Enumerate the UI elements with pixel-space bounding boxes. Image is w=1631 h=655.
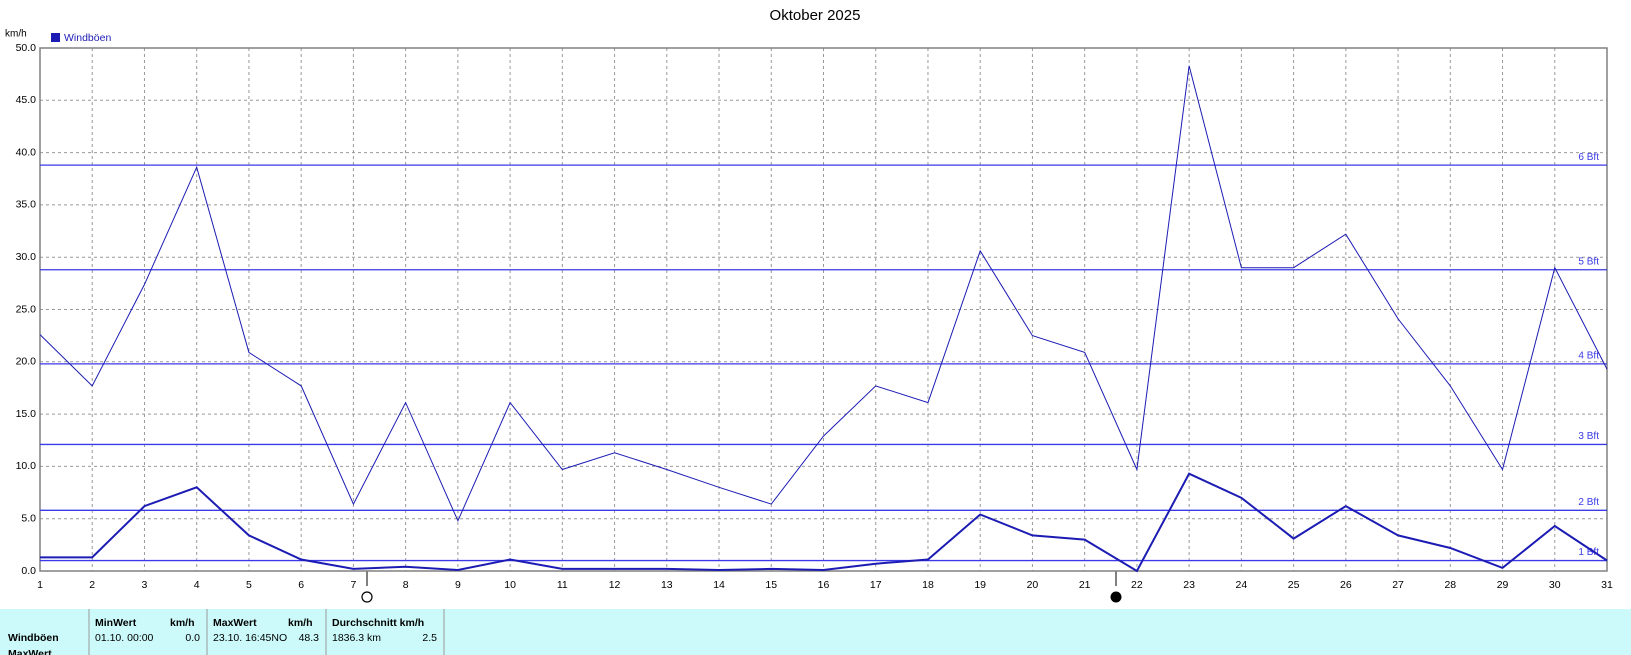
beaufort-label: 3 Bft	[1578, 431, 1599, 442]
table-cell: 01.10. 00:00	[95, 632, 154, 644]
y-tick-label: 10.0	[16, 460, 37, 472]
table-header: MaxWert	[213, 617, 257, 629]
table-cell: 0.0	[185, 632, 200, 644]
y-tick-label: 0.0	[21, 565, 36, 577]
x-tick-label: 15	[765, 579, 777, 591]
x-tick-label: 16	[818, 579, 830, 591]
table-header: MinWert	[95, 617, 137, 629]
x-tick-label: 5	[246, 579, 252, 591]
table-header: km/h	[170, 617, 195, 629]
x-tick-label: 20	[1027, 579, 1039, 591]
table-cell: 48.3	[299, 632, 320, 644]
y-tick-label: 50.0	[16, 42, 37, 54]
table-cell: 1836.3 km	[332, 632, 381, 644]
x-tick-label: 27	[1392, 579, 1404, 591]
beaufort-label: 2 Bft	[1578, 497, 1599, 508]
x-tick-label: 21	[1079, 579, 1091, 591]
series-line	[40, 472, 1608, 573]
table-cell: 2.5	[422, 632, 437, 644]
x-tick-label: 18	[922, 579, 934, 591]
legend-swatch	[51, 33, 60, 42]
x-tick-label: 29	[1497, 579, 1509, 591]
beaufort-label: 1 Bft	[1578, 547, 1599, 558]
x-tick-label: 3	[142, 579, 148, 591]
x-tick-label: 1	[37, 579, 43, 591]
table-row-label: Windböen	[8, 632, 59, 644]
y-tick-label: 15.0	[16, 408, 37, 420]
x-tick-label: 4	[194, 579, 200, 591]
beaufort-label: 5 Bft	[1578, 256, 1599, 267]
x-tick-label: 14	[713, 579, 725, 591]
x-tick-label: 24	[1236, 579, 1248, 591]
x-tick-label: 26	[1340, 579, 1352, 591]
table-row-label: MaxWert	[8, 648, 52, 655]
y-axis-label: km/h	[5, 29, 27, 40]
y-tick-label: 35.0	[16, 199, 37, 211]
x-tick-label: 12	[609, 579, 621, 591]
x-tick-label: 6	[298, 579, 304, 591]
y-tick-label: 40.0	[16, 146, 37, 158]
x-tick-label: 11	[557, 579, 568, 591]
x-tick-label: 9	[455, 579, 461, 591]
x-tick-label: 30	[1549, 579, 1561, 591]
x-tick-label: 25	[1288, 579, 1300, 591]
beaufort-label: 6 Bft	[1578, 152, 1599, 163]
y-tick-label: 5.0	[21, 512, 36, 524]
x-tick-label: 23	[1183, 579, 1195, 591]
table-background	[0, 609, 1631, 655]
x-tick-label: 22	[1131, 579, 1143, 591]
beaufort-label: 4 Bft	[1578, 351, 1599, 362]
table-cell: 23.10. 16:45NO	[213, 632, 287, 644]
y-tick-label: 45.0	[16, 94, 37, 106]
x-tick-label: 7	[350, 579, 356, 591]
y-tick-label: 20.0	[16, 356, 37, 368]
chart-title: Oktober 2025	[770, 7, 861, 24]
table-header: km/h	[288, 617, 313, 629]
x-tick-label: 31	[1601, 579, 1613, 591]
new-moon-icon	[1110, 591, 1122, 603]
y-tick-label: 30.0	[16, 251, 37, 263]
x-tick-label: 8	[403, 579, 409, 591]
x-tick-label: 13	[661, 579, 673, 591]
legend-label: Windböen	[64, 32, 111, 44]
x-tick-label: 17	[870, 579, 882, 591]
x-tick-label: 28	[1444, 579, 1456, 591]
x-tick-label: 19	[974, 579, 986, 591]
series-line	[39, 65, 1608, 523]
y-tick-label: 25.0	[16, 303, 37, 315]
x-tick-label: 2	[89, 579, 95, 591]
table-header: Durchschnitt km/h	[332, 617, 424, 629]
full-moon-icon	[361, 591, 373, 603]
x-tick-label: 10	[504, 579, 516, 591]
